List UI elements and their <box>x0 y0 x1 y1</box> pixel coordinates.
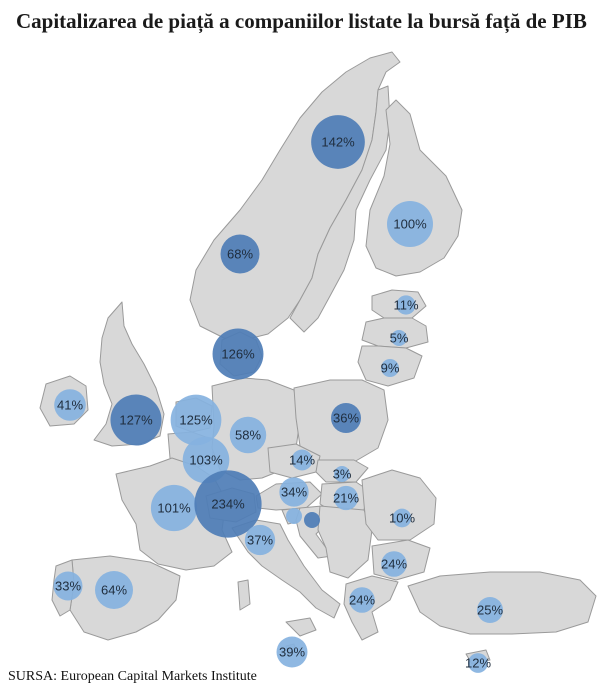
bubble-czech-republic <box>291 449 313 471</box>
bubble-portugal <box>53 571 83 601</box>
bubble-lithuania <box>381 359 399 377</box>
label-poland: 36% <box>333 410 359 425</box>
bubble-italy <box>244 524 276 556</box>
bubble-turkey <box>477 597 503 623</box>
label-hungary: 21% <box>333 490 359 505</box>
bubble-ireland <box>54 389 86 421</box>
label-ireland: 41% <box>57 397 83 412</box>
label-czech-republic: 14% <box>289 452 315 467</box>
bubble-finland <box>387 201 433 247</box>
label-portugal: 33% <box>55 578 81 593</box>
bubble-switzerland <box>194 470 262 538</box>
label-italy: 37% <box>247 532 273 547</box>
bubble-croatia <box>304 512 320 528</box>
bubble-sweden <box>311 115 365 169</box>
bubble-slovakia <box>334 466 350 482</box>
map-title: Capitalizarea de piață a companiilor lis… <box>16 9 587 33</box>
bubble-spain <box>95 571 133 609</box>
country-norway <box>189 51 401 341</box>
label-greece: 24% <box>349 592 375 607</box>
bubble-germany <box>229 416 267 454</box>
label-united-kingdom: 127% <box>119 412 153 427</box>
label-spain: 64% <box>101 582 127 597</box>
label-netherlands: 125% <box>179 412 213 427</box>
country-sardinia <box>237 579 251 611</box>
label-austria: 34% <box>281 484 307 499</box>
country-sicily <box>285 617 317 637</box>
bubble-norway <box>220 234 260 274</box>
bubble-hungary <box>333 485 359 511</box>
bubble-layer: 142% 100% 68% 11% 5% 9% 126% 41% 127% 125% 103% 58%… <box>53 115 503 673</box>
bubble-cyprus <box>468 653 488 673</box>
label-bulgaria: 24% <box>381 556 407 571</box>
label-germany: 58% <box>235 427 261 442</box>
bubble-latvia <box>391 330 407 346</box>
label-slovakia: 3% <box>333 466 352 481</box>
label-malta: 39% <box>279 644 305 659</box>
country-sweden <box>289 85 391 333</box>
bubble-france <box>150 484 198 532</box>
bubble-slovenia <box>286 508 302 524</box>
bubble-belgium <box>182 436 230 484</box>
bubble-austria <box>279 477 309 507</box>
bubble-malta <box>276 636 308 668</box>
label-sweden: 142% <box>321 134 355 149</box>
bubble-netherlands <box>170 394 222 446</box>
label-switzerland: 234% <box>211 496 245 511</box>
label-latvia: 5% <box>390 330 409 345</box>
source-note: SURSA: European Capital Markets Institut… <box>8 669 257 684</box>
bubble-bulgaria <box>381 551 407 577</box>
label-belgium: 103% <box>189 452 223 467</box>
country-turkey <box>407 571 597 635</box>
country-romania <box>361 469 437 541</box>
country-balkans <box>317 505 373 579</box>
label-norway: 68% <box>227 246 253 261</box>
label-denmark: 126% <box>221 346 255 361</box>
bubble-poland <box>331 403 361 433</box>
bubble-greece <box>349 587 375 613</box>
label-lithuania: 9% <box>381 360 400 375</box>
bubble-united-kingdom <box>110 394 162 446</box>
bubble-denmark <box>212 328 264 380</box>
label-romania: 10% <box>389 510 415 525</box>
bubble-estonia <box>396 295 416 315</box>
label-france: 101% <box>157 500 191 515</box>
label-turkey: 25% <box>477 602 503 617</box>
label-finland: 100% <box>393 216 427 231</box>
label-estonia: 11% <box>393 297 418 312</box>
label-cyprus: 12% <box>465 655 491 670</box>
bubble-romania <box>392 508 412 528</box>
